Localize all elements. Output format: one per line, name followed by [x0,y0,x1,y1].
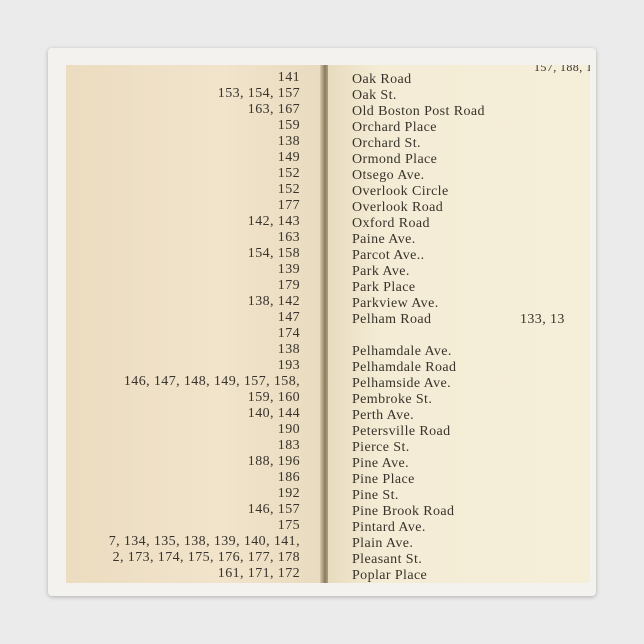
street-name: Poplar Place [352,568,428,583]
page-numbers: 186 [277,470,300,485]
page-numbers: 140, 144 [247,406,300,421]
street-name: Parkview Ave. [352,296,439,311]
page-numbers: 146, 147, 148, 149, 157, 158, [123,374,300,389]
street-name: Petersville Road [352,424,451,439]
street-name: Pintard Ave. [352,520,426,535]
page-numbers: 183 [277,438,300,453]
street-name: Pine St. [352,488,399,503]
street-name: Oak Road [352,72,412,87]
page-numbers: 139 [277,262,300,277]
page-numbers: 153, 154, 157 [217,86,300,101]
street-name: Old Boston Post Road [352,104,485,119]
page-numbers: 149 [277,150,300,165]
page-numbers: 157, 188, 1 [534,65,590,74]
page-numbers: 193 [277,358,300,373]
page-numbers: 152 [277,166,300,181]
street-name: Overlook Circle [352,184,449,199]
page-numbers: 7, 134, 135, 138, 139, 140, 141, [108,534,300,549]
street-name: Overlook Road [352,200,444,215]
right-page: 157, 188, 1 133, 13 Oak Road Oak St. Old B… [328,65,590,583]
street-name: Orchard St. [352,136,421,151]
street-name: Oak St. [352,88,397,103]
page-numbers: 146, 157 [247,502,300,517]
street-name: Park Ave. [352,264,410,279]
page-numbers: 163, 167 [247,102,300,117]
coaster: 141 153, 154, 157 163, 167 159 138 149 152 152 1… [48,48,596,596]
page-numbers: 188, 196 [247,454,300,469]
left-page: 141 153, 154, 157 163, 167 159 138 149 152 152 1… [66,65,322,583]
page-numbers: 190 [277,422,300,437]
page-numbers: 142, 143 [247,214,300,229]
street-name: Parcot Ave.. [352,248,425,263]
street-name: Oxford Road [352,216,430,231]
page-numbers: 138 [277,342,300,357]
street-name: Pelhamside Ave. [352,376,452,391]
street-name: Plain Ave. [352,536,414,551]
street-name: Ormond Place [352,152,438,167]
spine [320,65,330,583]
street-name: Pelhamdale Road [352,360,457,375]
page-numbers: 138, 142 [247,294,300,309]
street-name: Pleasant St. [352,552,423,567]
page-numbers: 174 [277,326,300,341]
page-numbers: 175 [277,518,300,533]
page-numbers: 161, 171, 172 [217,566,300,581]
street-name: Pine Place [352,472,415,487]
street-name: Pelhamdale Ave. [352,344,452,359]
street-name: Park Place [352,280,416,295]
page-numbers: 159 [277,118,300,133]
page-numbers: 192 [277,486,300,501]
page-numbers: 163 [277,230,300,245]
page-numbers: 154, 158 [247,246,300,261]
page-numbers: 177 [277,198,300,213]
street-name: Otsego Ave. [352,168,425,183]
page-numbers: 138 [277,134,300,149]
page-numbers: 141 [277,70,300,85]
street-name: Pine Ave. [352,456,410,471]
street-name: Pierce St. [352,440,410,455]
street-name: Pine Brook Road [352,504,455,519]
street-name: Paine Ave. [352,232,416,247]
street-name: Orchard Place [352,120,437,135]
page-numbers: 159, 160 [247,390,300,405]
page-numbers: 133, 13 [520,312,565,327]
street-name: Pembroke St. [352,392,433,407]
page-numbers: 179 [277,278,300,293]
page-numbers: 2, 173, 174, 175, 176, 177, 178 [112,550,300,565]
page-numbers: 147 [277,310,300,325]
street-name: Pelham Road [352,312,432,327]
page-numbers: 152 [277,182,300,197]
street-name: Perth Ave. [352,408,415,423]
